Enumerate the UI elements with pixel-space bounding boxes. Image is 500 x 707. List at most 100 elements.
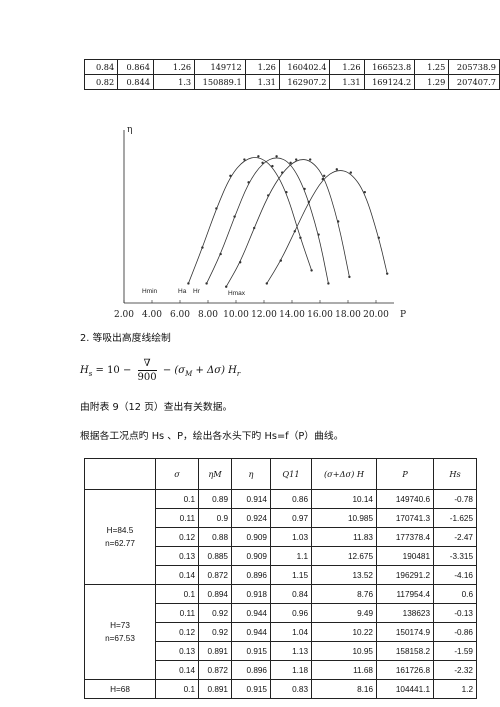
- top-table-cell: 162907.2: [278, 74, 331, 90]
- series-line-hmax: [266, 170, 388, 284]
- group-head-label: H=73: [110, 621, 130, 630]
- series-point: [225, 285, 228, 288]
- series-point: [253, 226, 256, 230]
- efficiency-chart: ηP0.9300.9100.8900.8700.8502.004.006.008…: [114, 125, 406, 320]
- formula-rest-sub: M: [185, 370, 193, 378]
- series-line-ha: [206, 157, 329, 284]
- table-cell: 158158.2: [376, 641, 434, 661]
- series-line-hmin: [188, 157, 312, 284]
- formula-lhs: H: [80, 365, 89, 376]
- series-point: [335, 168, 338, 171]
- table-cell: 10.14: [311, 489, 377, 509]
- top-table-row: 0.82 0.844 1.3 150889.1 1.31 162907.2 1.31 1691…: [83, 74, 500, 90]
- series-line-hr: [225, 159, 350, 287]
- series-point: [337, 220, 340, 223]
- table-cell: -0.78: [433, 489, 477, 509]
- data-table-header: Hs: [433, 458, 477, 490]
- formula-rest: − (σ: [162, 365, 186, 376]
- series-point: [317, 233, 320, 236]
- table-cell: -1.625: [433, 508, 477, 528]
- table-cell: 1.2: [433, 679, 477, 699]
- x-tick-label: 20.00: [363, 310, 389, 320]
- formula-tail: + Δσ) H: [195, 365, 237, 376]
- table-cell: -2.32: [433, 660, 477, 680]
- series-point: [243, 158, 246, 161]
- table-row: 0.14 0.872 0.896 1.15 13.52 196291.2 -4.16: [85, 565, 477, 585]
- data-table-header: (σ+Δσ) H: [311, 458, 377, 490]
- table-cell: 0.885: [198, 546, 232, 566]
- table-cell: 0.14: [155, 660, 199, 680]
- series-point: [201, 246, 204, 249]
- table-cell: 12.675: [311, 546, 377, 566]
- table-cell: 0.11: [155, 508, 199, 528]
- series-point: [281, 171, 284, 174]
- table-cell: 0.13: [155, 546, 199, 566]
- table-row: 0.11 0.9 0.924 0.97 10.985 170741.3 -1.625: [85, 508, 477, 528]
- table-cell: -1.59: [433, 641, 477, 661]
- formula-fraction: ∇ 900: [137, 357, 157, 384]
- table-cell: 190481: [376, 546, 434, 566]
- table-cell: 0.872: [198, 565, 232, 585]
- series-point: [363, 190, 366, 194]
- top-data-table: 0.84 0.864 1.26 149712 1.26 160402.4 1.26 16652…: [83, 59, 500, 90]
- series-point: [285, 190, 288, 194]
- y-axis-label: η: [127, 125, 132, 135]
- chart-curve-labels: Hmin Ha Hr Hmax: [142, 288, 246, 297]
- chart-axes: ηP0.9300.9100.8900.8700.8502.004.006.008…: [114, 125, 406, 320]
- table-cell: 1.03: [270, 527, 312, 547]
- x-tick-label: 6.00: [170, 310, 190, 320]
- table-cell: 0.92: [198, 622, 232, 642]
- paragraph-curves: 根据各工况点旳 Hs 、P，绘出各水头下旳 Hs=f（P）曲线。: [80, 431, 344, 442]
- table-cell: 138623: [376, 603, 434, 623]
- table-cell: -0.13: [433, 603, 477, 623]
- table-cell: 0.97: [270, 508, 312, 528]
- series-point: [247, 181, 250, 184]
- table-cell: 8.76: [311, 584, 377, 604]
- table-cell: 13.52: [311, 565, 377, 585]
- group-speed-label: n=67.53: [105, 634, 135, 643]
- top-table-cell: 150889.1: [194, 74, 246, 90]
- table-cell: 0.894: [198, 584, 232, 604]
- group-label-cell: H=84.5 n=62.77: [84, 489, 156, 585]
- table-cell: 0.12: [155, 622, 199, 642]
- table-cell: 170741.3: [376, 508, 434, 528]
- top-table-cell: 205738.9: [448, 59, 500, 75]
- table-cell: 0.914: [231, 489, 271, 509]
- section-heading: 2. 等吸出高度线绘制: [80, 333, 171, 344]
- formula: Hs = 10 − ∇ 900 − (σM + Δσ) Hr: [80, 357, 240, 384]
- group-head-label: H=84.5: [106, 526, 134, 535]
- table-cell: 177378.4: [376, 527, 434, 547]
- table-cell: 0.1: [155, 584, 199, 604]
- data-table-header: ηM: [198, 458, 232, 490]
- top-table-cell: 1.31: [329, 74, 365, 90]
- top-table-cell: 1.26: [152, 59, 196, 75]
- top-table-cell: 169124.2: [363, 74, 416, 90]
- table-cell: 0.872: [198, 660, 232, 680]
- table-cell: 104441.1: [376, 679, 434, 699]
- table-cell: 0.1: [155, 489, 199, 509]
- series-point: [239, 261, 242, 264]
- table-row: 0.13 0.891 0.915 1.13 10.95 158158.2 -1.59: [85, 641, 477, 661]
- data-table-header: Q11: [270, 458, 312, 490]
- series-point: [310, 269, 313, 272]
- table-cell: 0.944: [231, 603, 271, 623]
- series-point: [267, 194, 270, 197]
- table-cell: 0.896: [231, 660, 271, 680]
- top-table-cell: 1.26: [329, 59, 365, 75]
- table-cell: -4.16: [433, 565, 477, 585]
- data-table-header: [84, 458, 156, 490]
- formula-numerator: ∇: [137, 357, 157, 371]
- top-table-cell: 0.864: [117, 59, 154, 75]
- curve-label: Hmax: [228, 290, 246, 297]
- table-row: H=68 0.1 0.891 0.915 0.83 8.16 104441.1 1.2: [84, 679, 477, 699]
- table-cell: 10.95: [311, 641, 377, 661]
- series-point: [205, 282, 208, 285]
- table-row: 0.13 0.885 0.909 1.1 12.675 190481 -3.315: [85, 546, 477, 566]
- data-table-header: σ: [155, 458, 199, 490]
- x-tick-label: 12.00: [251, 310, 277, 320]
- table-cell: -3.315: [433, 546, 477, 566]
- table-cell: 0.915: [231, 641, 271, 661]
- hs-data-table: σ ηM η Q11 (σ+Δσ) H P Hs H=84.5 n=62.77 0.1 0.89 0…: [84, 458, 477, 699]
- table-cell: 10.985: [311, 508, 377, 528]
- table-cell: 161726.8: [376, 660, 434, 680]
